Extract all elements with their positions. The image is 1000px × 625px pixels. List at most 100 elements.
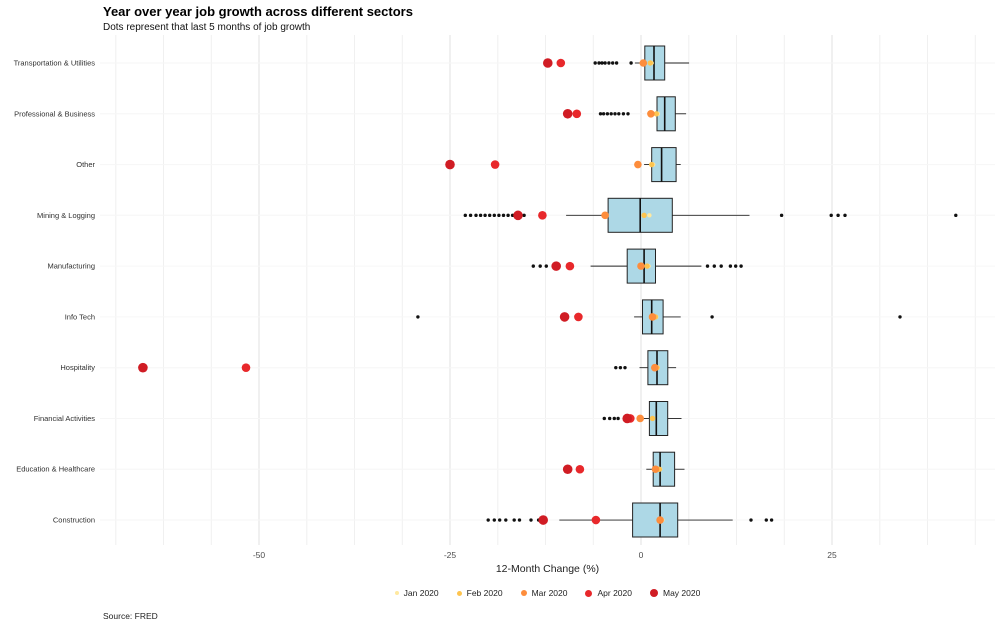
month-dot-may bbox=[551, 261, 561, 271]
month-dot-feb bbox=[641, 212, 647, 219]
outlier-dot bbox=[626, 112, 630, 116]
chart-subtitle: Dots represent that last 5 months of job… bbox=[103, 22, 311, 33]
month-dot-may bbox=[622, 413, 632, 424]
outlier-dot bbox=[463, 213, 467, 218]
y-axis-label: Info Tech bbox=[65, 312, 95, 321]
month-dot-feb bbox=[647, 60, 653, 66]
legend-label: Jan 2020 bbox=[403, 588, 439, 598]
outlier-dot bbox=[468, 213, 473, 218]
outlier-dot bbox=[612, 416, 616, 421]
y-axis-label: Professional & Business bbox=[14, 109, 95, 118]
y-axis-label: Mining & Logging bbox=[37, 211, 95, 220]
month-dot-apr bbox=[572, 109, 582, 119]
outlier-dot bbox=[598, 112, 603, 116]
outlier-dot bbox=[605, 112, 610, 116]
month-dot-may bbox=[543, 58, 553, 68]
month-dot-apr bbox=[575, 464, 585, 474]
outlier-dot bbox=[749, 518, 753, 522]
outlier-dot bbox=[734, 264, 738, 268]
month-dot-feb bbox=[644, 263, 650, 269]
outlier-dot bbox=[478, 213, 483, 218]
outlier-dot bbox=[728, 264, 733, 268]
month-dot-mar bbox=[647, 109, 655, 118]
outlier-dot bbox=[512, 518, 516, 522]
outlier-dot bbox=[593, 61, 597, 65]
outlier-dot bbox=[488, 213, 492, 218]
outlier-dot bbox=[601, 112, 606, 116]
outlier-dot bbox=[710, 315, 714, 319]
legend-label: May 2020 bbox=[662, 588, 701, 598]
outlier-dot bbox=[739, 264, 743, 268]
outlier-dot bbox=[486, 518, 490, 522]
outlier-dot bbox=[416, 315, 420, 319]
outlier-dot bbox=[602, 416, 606, 421]
outlier-dot bbox=[538, 264, 542, 268]
month-dot-apr bbox=[241, 363, 251, 372]
month-dot-may bbox=[138, 362, 148, 373]
month-dot-may bbox=[445, 159, 455, 170]
month-dot-may bbox=[513, 210, 523, 221]
month-dot-mar bbox=[648, 313, 657, 321]
month-dot-mar bbox=[601, 211, 609, 220]
month-dot-apr bbox=[591, 515, 601, 525]
legend-label: Feb 2020 bbox=[466, 588, 503, 598]
outlier-dot bbox=[498, 518, 502, 522]
outlier-dot bbox=[504, 518, 508, 522]
month-dot-mar bbox=[634, 160, 642, 169]
y-axis-label: Hospitality bbox=[60, 363, 95, 372]
outlier-dot bbox=[719, 264, 723, 268]
outlier-dot bbox=[597, 61, 601, 65]
chart-title: Year over year job growth across differe… bbox=[103, 4, 413, 19]
outlier-dot bbox=[623, 365, 627, 370]
outlier-dot bbox=[829, 213, 833, 218]
month-dot-mar bbox=[639, 59, 648, 67]
outlier-dot bbox=[954, 213, 958, 218]
month-dot-apr bbox=[490, 160, 500, 169]
legend-item: Apr 2020 bbox=[585, 588, 632, 598]
month-dot-may bbox=[559, 312, 570, 322]
legend-label: Mar 2020 bbox=[531, 588, 568, 598]
legend-dot-icon bbox=[520, 590, 527, 596]
outlier-dot bbox=[506, 213, 510, 218]
outlier-dot bbox=[614, 365, 618, 370]
outlier-dot bbox=[764, 518, 768, 522]
outlier-dot bbox=[544, 264, 548, 268]
x-tick-label: -50 bbox=[253, 550, 266, 560]
legend-item: May 2020 bbox=[649, 588, 701, 598]
outlier-dot bbox=[600, 61, 604, 65]
month-dot-mar bbox=[651, 465, 660, 474]
outlier-dot bbox=[613, 112, 617, 116]
outlier-dot bbox=[618, 365, 623, 370]
legend: Jan 2020 Feb 2020 Mar 2020 Apr 2020 May 2020 bbox=[100, 588, 995, 598]
month-dot-feb bbox=[649, 415, 656, 422]
month-dot-mar bbox=[636, 414, 644, 423]
outlier-dot bbox=[531, 264, 535, 268]
month-dot-feb bbox=[653, 111, 659, 117]
month-dot-may bbox=[538, 515, 548, 525]
boxplot-box bbox=[651, 147, 677, 183]
y-axis-label: Financial Activities bbox=[34, 414, 96, 423]
outlier-dot bbox=[629, 61, 633, 65]
month-dot-apr bbox=[556, 58, 566, 68]
month-dot-mar bbox=[656, 516, 664, 524]
outlier-dot bbox=[705, 264, 710, 268]
month-dot-mar bbox=[637, 262, 645, 270]
outlier-dot bbox=[617, 112, 621, 116]
month-dot-jan bbox=[647, 213, 652, 218]
legend-item: Mar 2020 bbox=[520, 588, 568, 598]
outlier-dot bbox=[779, 213, 784, 218]
legend-dot-icon bbox=[456, 590, 462, 596]
x-tick-label: 25 bbox=[827, 550, 837, 560]
legend-label: Apr 2020 bbox=[597, 588, 632, 598]
outlier-dot bbox=[522, 213, 526, 218]
outlier-dot bbox=[609, 112, 613, 116]
outlier-dot bbox=[492, 213, 496, 218]
x-axis-title: 12-Month Change (%) bbox=[495, 563, 600, 575]
outlier-dot bbox=[611, 61, 615, 65]
outlier-dot bbox=[898, 315, 902, 319]
x-tick-label: 0 bbox=[639, 550, 644, 560]
y-axis-label: Other bbox=[76, 160, 95, 169]
month-dot-feb bbox=[649, 161, 655, 168]
outlier-dot bbox=[603, 61, 607, 65]
